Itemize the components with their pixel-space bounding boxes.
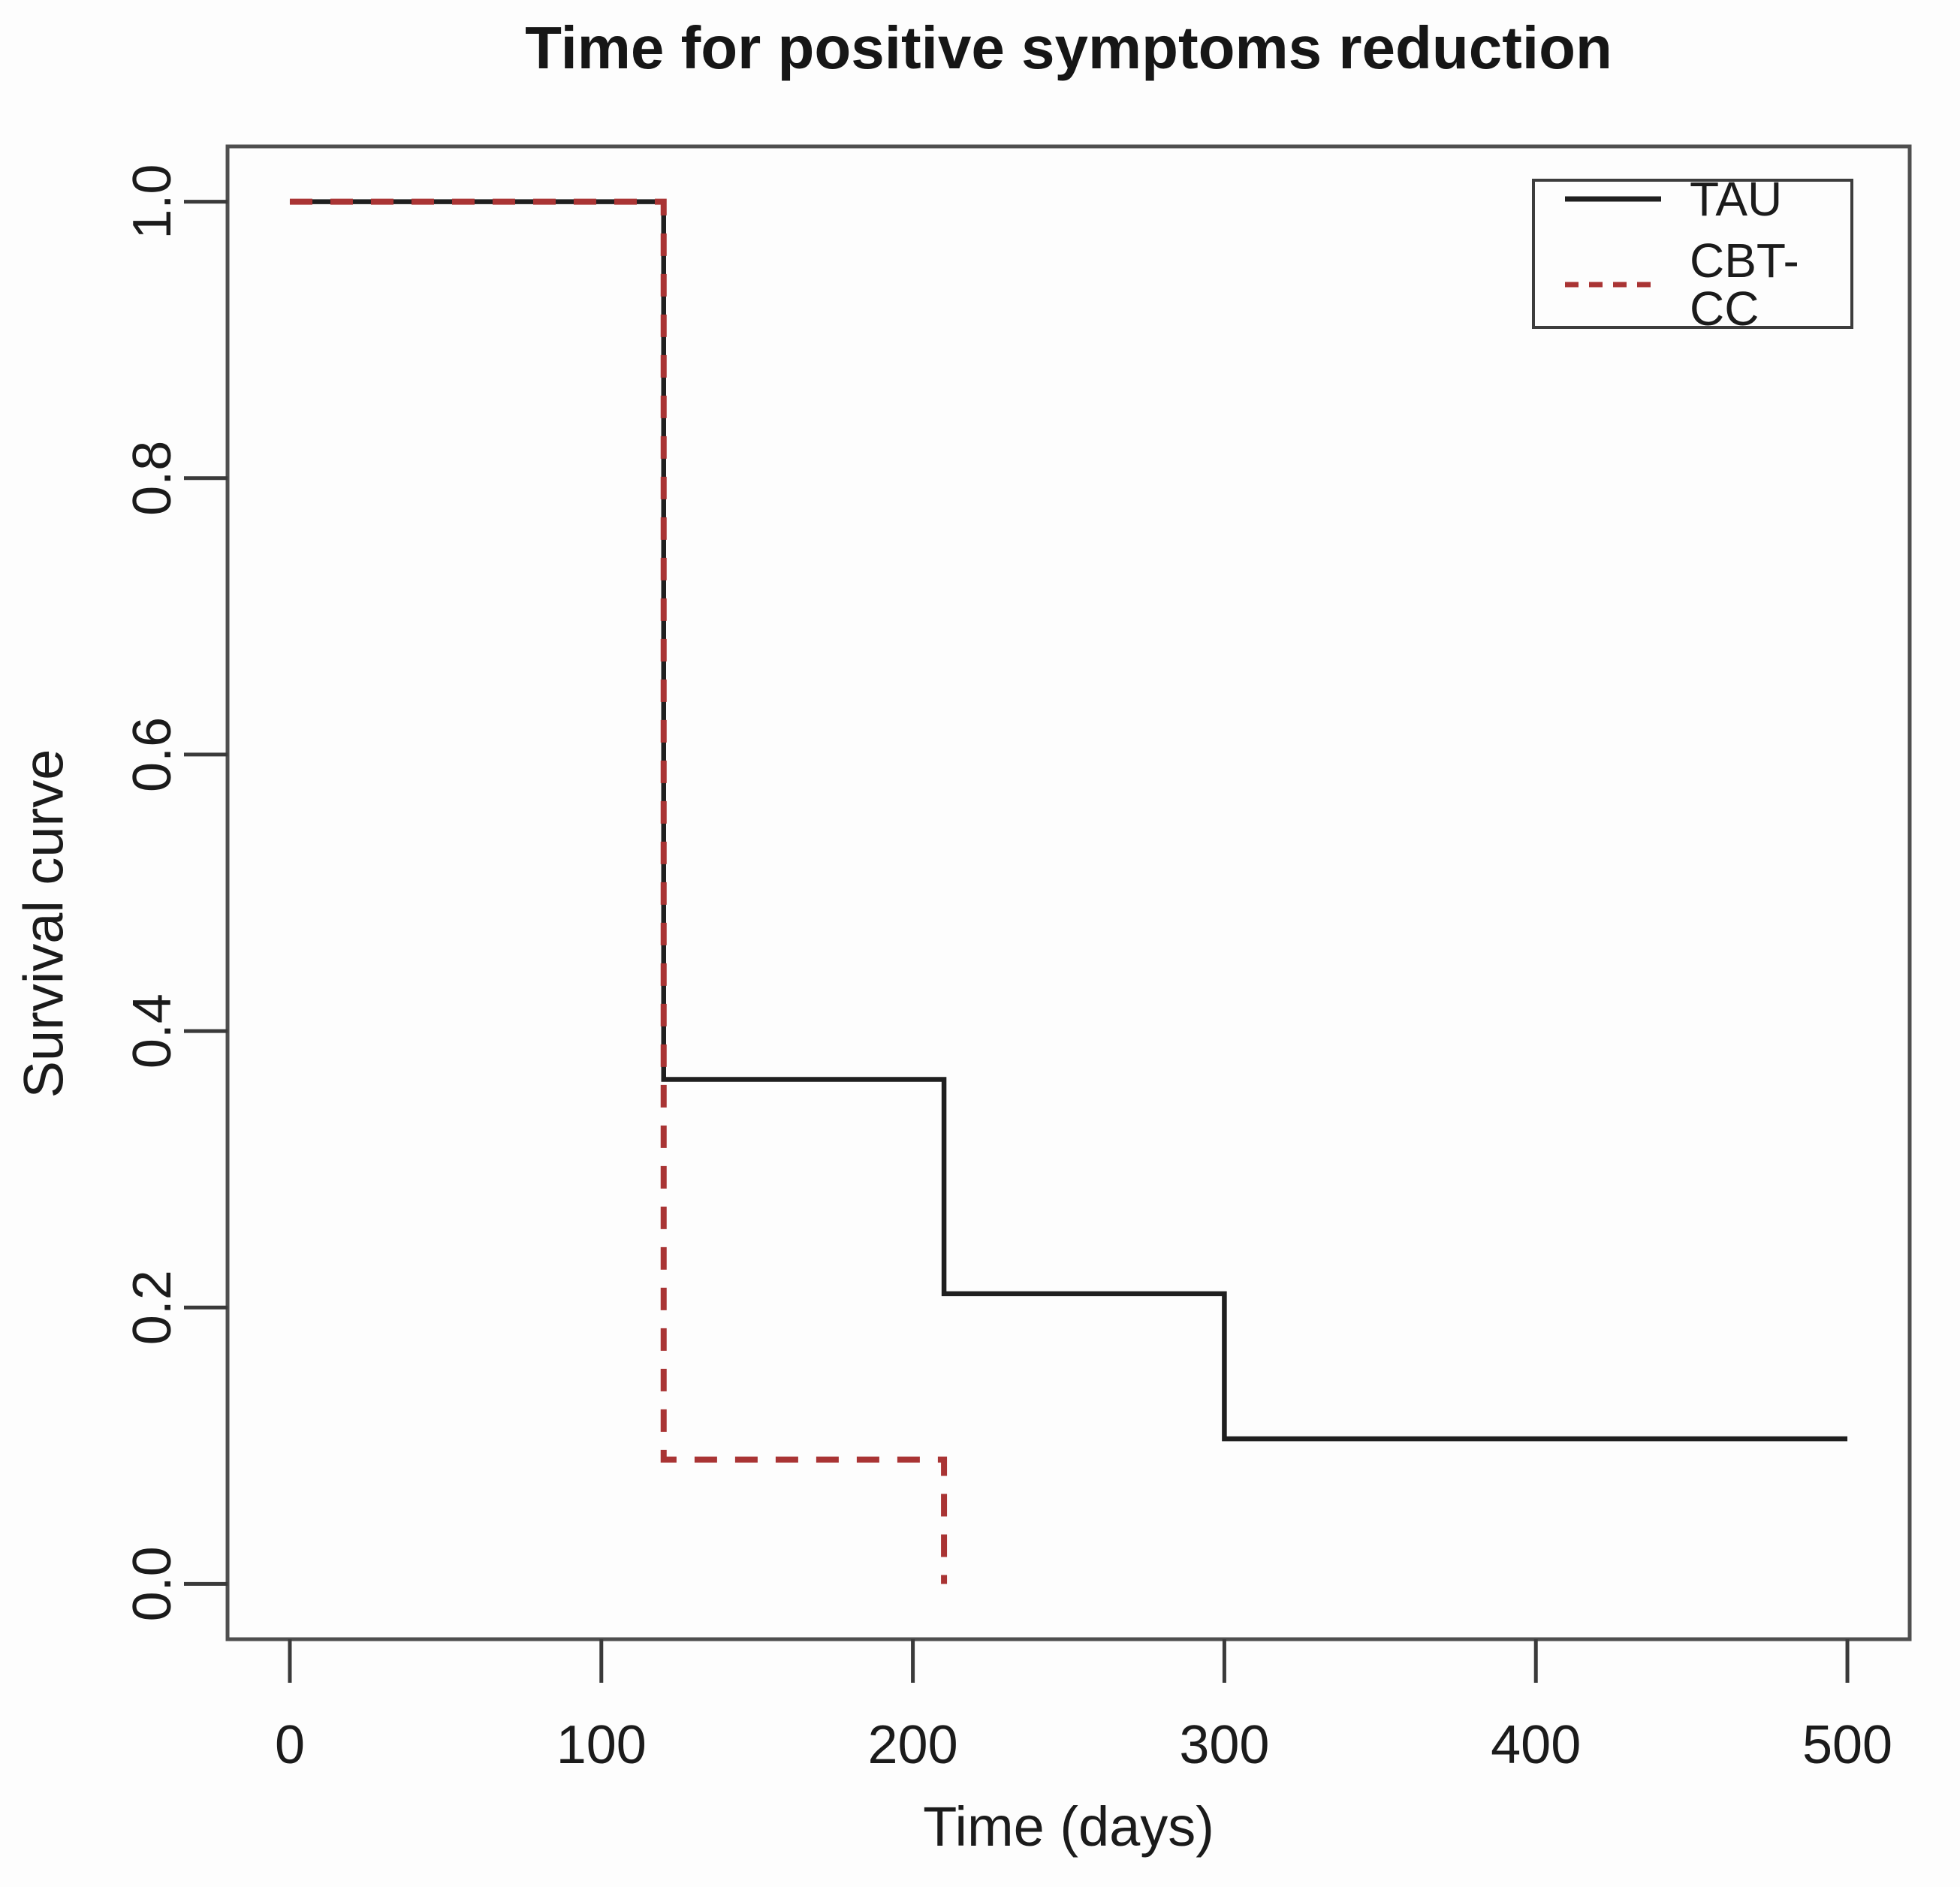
tau-line-sample-icon [1565, 196, 1661, 202]
x-tick-label: 400 [1491, 1715, 1581, 1775]
y-tick-label: 0.6 [122, 717, 182, 792]
y-tick-label: 0.2 [122, 1270, 182, 1345]
legend-label-tau: TAU [1690, 172, 1783, 226]
tau-curve [289, 199, 1848, 1442]
y-axis-label: Survival curve [12, 749, 75, 1099]
cbt-cc-line-sample-icon [1565, 282, 1661, 288]
y-tick-label: 0.0 [122, 1546, 182, 1621]
legend-label-cbt-cc: CBT-CC [1690, 234, 1799, 336]
x-tick-label: 100 [556, 1715, 647, 1775]
x-tick-label: 500 [1802, 1715, 1892, 1775]
legend: TAU CBT-CC [1532, 175, 1853, 333]
legend-item-cbt-cc: CBT-CC [1565, 237, 1850, 333]
chart-title: Time for positive symptoms reduction [525, 14, 1612, 81]
y-tick-label: 0.8 [122, 441, 182, 516]
x-axis-label: Time (days) [923, 1795, 1214, 1858]
x-tick-label: 300 [1179, 1715, 1269, 1775]
x-tick-label: 0 [275, 1715, 305, 1775]
y-tick-label: 0.4 [122, 993, 182, 1069]
y-tick-label: 1.0 [122, 164, 182, 240]
plot-border [225, 144, 1912, 1641]
legend-item-tau: TAU [1565, 175, 1850, 223]
cbt-cc-curve [289, 198, 948, 1584]
x-tick-label: 200 [868, 1715, 958, 1775]
